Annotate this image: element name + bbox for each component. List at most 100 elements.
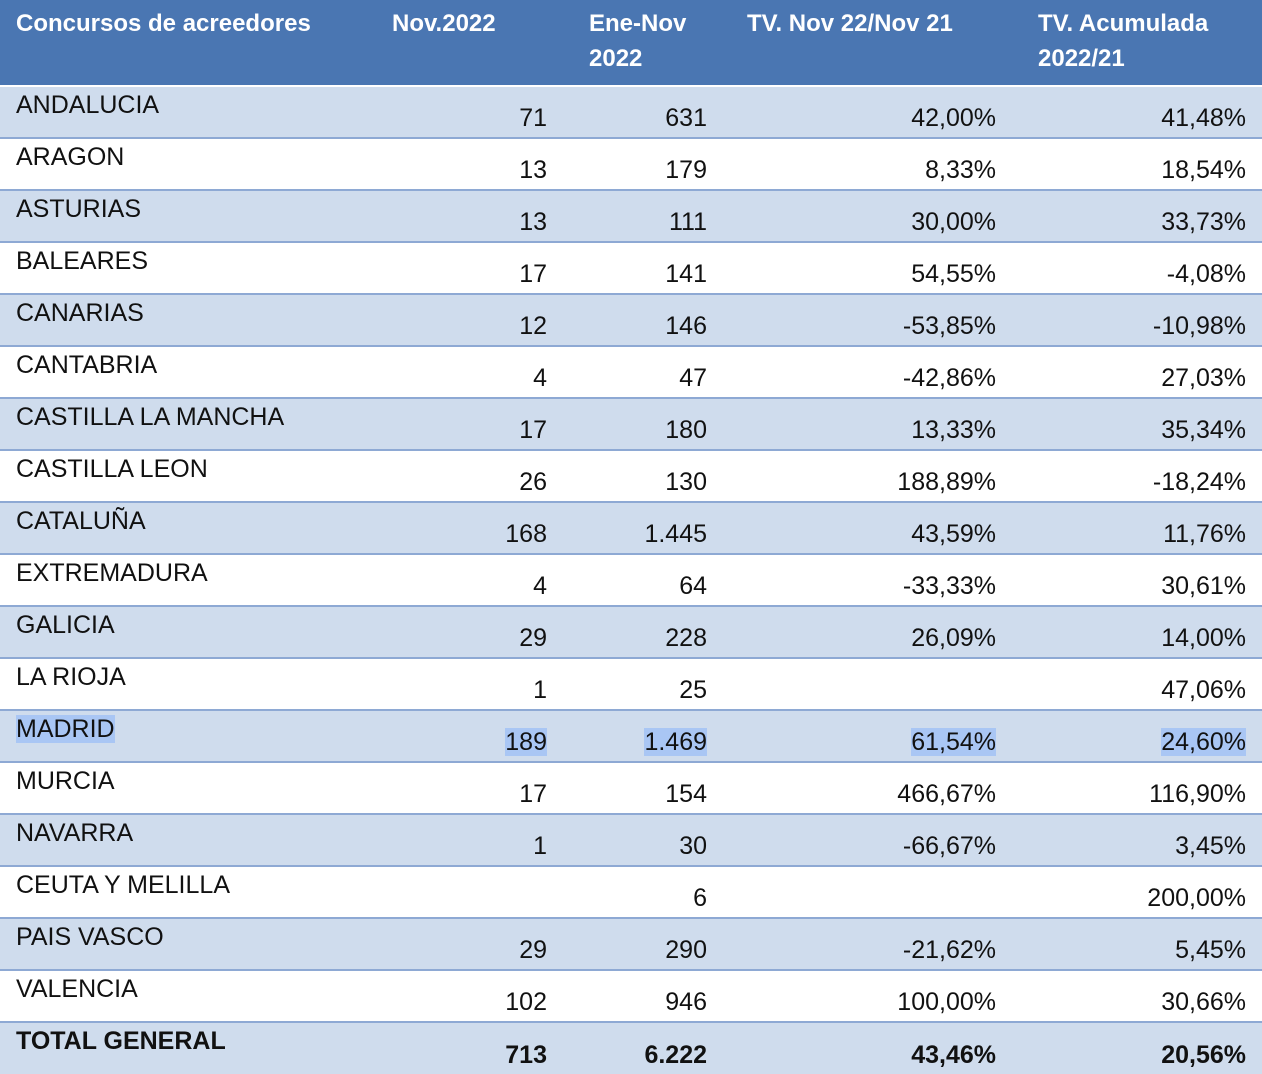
tv-nov-cell [735, 866, 1024, 919]
ene-nov-cell: 290 [575, 918, 735, 971]
ene-nov-cell: 228 [575, 606, 735, 659]
ene-nov-cell: 154 [575, 762, 735, 815]
header-tv-acumulada: TV. Acumulada 2022/21 [1024, 0, 1262, 87]
nov-cell: 17 [392, 762, 575, 815]
tv-nov-cell: -53,85% [735, 294, 1024, 347]
region-cell: LA RIOJA [0, 658, 392, 711]
tv-acum-cell: 35,34% [1024, 398, 1262, 451]
tv-nov-cell: -21,62% [735, 918, 1024, 971]
selected-text[interactable]: MADRID [16, 715, 115, 743]
tv-acum-cell: 5,45% [1024, 918, 1262, 971]
tv-acum-cell: 30,66% [1024, 970, 1262, 1023]
tv-acum-cell: 116,90% [1024, 762, 1262, 815]
table-row: NAVARRA 1 30 -66,67% 3,45% [0, 814, 1262, 867]
selected-text[interactable]: 61,54% [911, 728, 996, 756]
ene-nov-cell: 146 [575, 294, 735, 347]
tv-nov-cell: 466,67% [735, 762, 1024, 815]
total-ene-nov-cell: 6.222 [575, 1022, 735, 1074]
tv-nov-cell: 26,09% [735, 606, 1024, 659]
selected-text[interactable]: 189 [505, 728, 547, 756]
region-cell: ASTURIAS [0, 190, 392, 243]
tv-acum-cell: -4,08% [1024, 242, 1262, 295]
ene-nov-cell: 631 [575, 86, 735, 139]
header-tv-nov: TV. Nov 22/Nov 21 [735, 0, 1024, 87]
total-tv-nov-cell: 43,46% [735, 1022, 1024, 1074]
tv-acum-cell: 27,03% [1024, 346, 1262, 399]
ene-nov-cell: 30 [575, 814, 735, 867]
table-row: MURCIA 17 154 466,67% 116,90% [0, 762, 1262, 815]
table-row: CANARIAS 12 146 -53,85% -10,98% [0, 294, 1262, 347]
nov-cell: 17 [392, 398, 575, 451]
header-row: Concursos de acreedores Nov.2022 Ene-Nov… [0, 0, 1262, 87]
total-row: TOTAL GENERAL 713 6.222 43,46% 20,56% [0, 1022, 1262, 1074]
table-row: GALICIA 29 228 26,09% 14,00% [0, 606, 1262, 659]
nov-cell: 4 [392, 554, 575, 607]
region-cell: PAIS VASCO [0, 918, 392, 971]
ene-nov-cell: 141 [575, 242, 735, 295]
region-cell: MURCIA [0, 762, 392, 815]
nov-cell: 4 [392, 346, 575, 399]
ene-nov-cell: 6 [575, 866, 735, 919]
nov-cell: 71 [392, 86, 575, 139]
nov-cell: 29 [392, 606, 575, 659]
tv-nov-cell: 54,55% [735, 242, 1024, 295]
region-cell: EXTREMADURA [0, 554, 392, 607]
ene-nov-cell: 1.445 [575, 502, 735, 555]
total-nov-cell: 713 [392, 1022, 575, 1074]
nov-cell: 1 [392, 658, 575, 711]
nov-cell: 12 [392, 294, 575, 347]
region-cell: CANTABRIA [0, 346, 392, 399]
tv-nov-cell: 188,89% [735, 450, 1024, 503]
tv-acum-cell: 18,54% [1024, 138, 1262, 191]
nov-cell: 13 [392, 190, 575, 243]
region-cell: GALICIA [0, 606, 392, 659]
region-cell: CEUTA Y MELILLA [0, 866, 392, 919]
nov-cell: 26 [392, 450, 575, 503]
region-cell: ANDALUCIA [0, 86, 392, 139]
ene-nov-cell: 47 [575, 346, 735, 399]
tv-acum-cell[interactable]: 24,60% [1024, 710, 1262, 763]
table-row: ARAGON 13 179 8,33% 18,54% [0, 138, 1262, 191]
table-row-selected[interactable]: MADRID 189 1.469 61,54% 24,60% [0, 710, 1262, 763]
region-cell: CASTILLA LEON [0, 450, 392, 503]
total-label: TOTAL GENERAL [0, 1022, 392, 1074]
table-row: CEUTA Y MELILLA 6 200,00% [0, 866, 1262, 919]
total-tv-acum-cell: 20,56% [1024, 1022, 1262, 1074]
nov-cell: 168 [392, 502, 575, 555]
ene-nov-cell: 64 [575, 554, 735, 607]
tv-nov-cell: 100,00% [735, 970, 1024, 1023]
ene-nov-cell[interactable]: 1.469 [575, 710, 735, 763]
tv-nov-cell: -42,86% [735, 346, 1024, 399]
region-cell: VALENCIA [0, 970, 392, 1023]
tv-acum-cell: 11,76% [1024, 502, 1262, 555]
tv-acum-cell: 200,00% [1024, 866, 1262, 919]
tv-nov-cell: -66,67% [735, 814, 1024, 867]
table-row: CASTILLA LEON 26 130 188,89% -18,24% [0, 450, 1262, 503]
ene-nov-cell: 179 [575, 138, 735, 191]
tv-nov-cell: 13,33% [735, 398, 1024, 451]
ene-nov-cell: 111 [575, 190, 735, 243]
tv-nov-cell: 30,00% [735, 190, 1024, 243]
table-row: BALEARES 17 141 54,55% -4,08% [0, 242, 1262, 295]
tv-nov-cell: 42,00% [735, 86, 1024, 139]
tv-nov-cell[interactable]: 61,54% [735, 710, 1024, 763]
header-ene-nov-2022: Ene-Nov 2022 [575, 0, 735, 87]
table-row: ASTURIAS 13 111 30,00% 33,73% [0, 190, 1262, 243]
nov-cell[interactable]: 189 [392, 710, 575, 763]
selected-text[interactable]: 1.469 [644, 728, 707, 756]
tv-nov-cell [735, 658, 1024, 711]
table-row: CASTILLA LA MANCHA 17 180 13,33% 35,34% [0, 398, 1262, 451]
table-row: CANTABRIA 4 47 -42,86% 27,03% [0, 346, 1262, 399]
region-cell: CATALUÑA [0, 502, 392, 555]
tv-nov-cell: 43,59% [735, 502, 1024, 555]
nov-cell [392, 866, 575, 919]
tv-acum-cell: -10,98% [1024, 294, 1262, 347]
ene-nov-cell: 180 [575, 398, 735, 451]
table-row: EXTREMADURA 4 64 -33,33% 30,61% [0, 554, 1262, 607]
table-row: LA RIOJA 1 25 47,06% [0, 658, 1262, 711]
nov-cell: 13 [392, 138, 575, 191]
header-region: Concursos de acreedores [0, 0, 392, 87]
selected-text[interactable]: 24,60% [1161, 728, 1246, 756]
region-cell[interactable]: MADRID [0, 710, 392, 763]
ene-nov-cell: 25 [575, 658, 735, 711]
